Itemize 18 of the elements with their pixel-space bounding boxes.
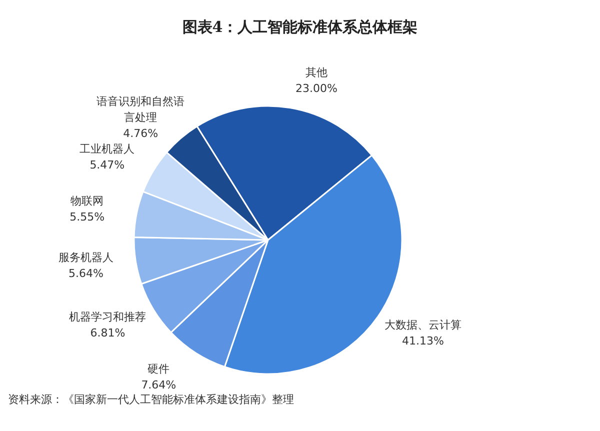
slice-label: 语音识别和自然语言处理: [96, 94, 185, 124]
data-label: 7.64%: [141, 378, 176, 392]
slice-label: 硬件: [148, 362, 170, 376]
slice-label: 其他: [305, 66, 328, 80]
data-label: 5.55%: [70, 210, 105, 224]
data-label: 4.76%: [123, 126, 158, 140]
data-label: 5.47%: [90, 158, 125, 172]
slice-label: 工业机器人: [80, 142, 135, 156]
slice-label: 机器学习和推荐: [69, 310, 146, 324]
data-label: 23.00%: [295, 82, 338, 96]
chart-title: 图表4：人工智能标准体系总体框架: [182, 18, 418, 36]
data-label: 5.64%: [68, 267, 104, 280]
text: 资料来源：《国家新一代人工智能标准体系建设指南》整理: [8, 393, 294, 406]
slice-label: 大数据、云计算: [384, 318, 462, 332]
data-label: 6.81%: [90, 326, 126, 340]
data-label: 41.13%: [402, 334, 444, 348]
slice-label: 服务机器人: [58, 251, 114, 264]
slice-label: 物联网: [70, 194, 104, 208]
